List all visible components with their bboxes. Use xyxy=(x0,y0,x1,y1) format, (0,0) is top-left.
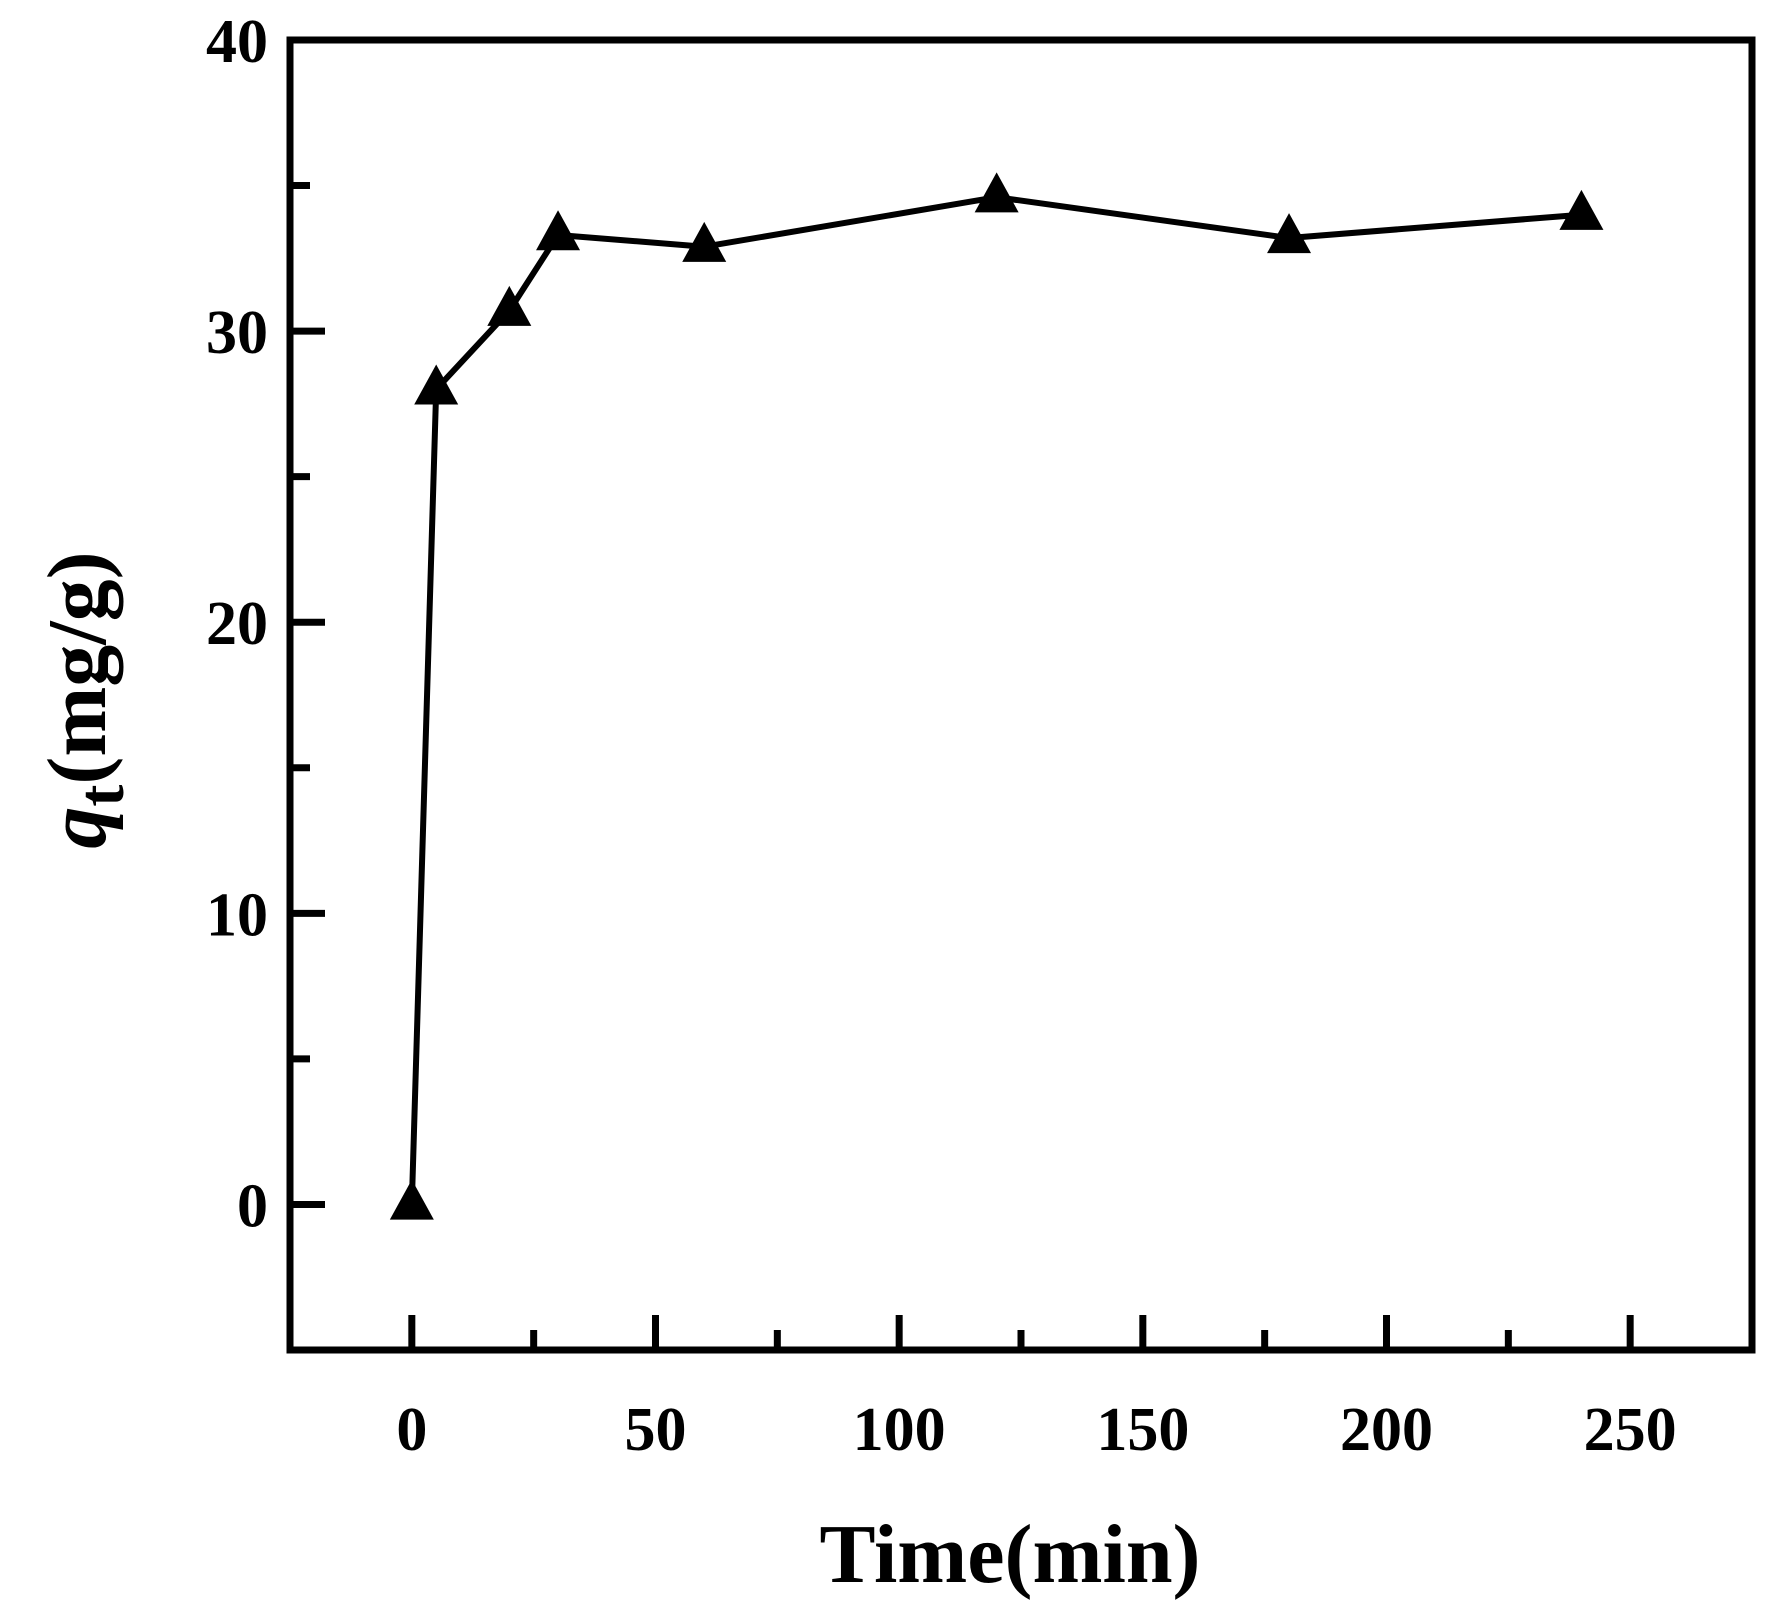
x-axis-title: Time(min) xyxy=(819,1508,1200,1601)
x-tick-label: 50 xyxy=(625,1396,687,1464)
data-point-marker xyxy=(414,364,459,405)
data-point-marker xyxy=(487,285,532,326)
y-axis-symbol: q xyxy=(31,807,124,849)
series-group xyxy=(389,172,1604,1220)
x-tick-label: 250 xyxy=(1584,1396,1677,1464)
y-tick-label: 0 xyxy=(237,1172,268,1240)
ticks-group xyxy=(290,36,1634,1350)
y-tick-label: 40 xyxy=(206,8,268,76)
y-axis-subscript: t xyxy=(65,785,138,807)
x-tick-label: 100 xyxy=(853,1396,946,1464)
tick-labels-group: 0 10 20 30 40 0 50 100 150 200 250 xyxy=(206,8,1677,1464)
data-point-marker xyxy=(1267,213,1312,254)
y-axis-unit: (mg/g) xyxy=(31,551,124,784)
data-point-marker xyxy=(536,210,581,251)
data-point-marker xyxy=(389,1179,434,1220)
data-point-marker xyxy=(1559,189,1604,230)
plot-frame-group xyxy=(286,36,1756,1354)
data-point-marker xyxy=(974,172,1019,213)
data-point-marker xyxy=(682,221,727,262)
y-axis-title: qt(mg/g) xyxy=(31,551,138,848)
series-line xyxy=(408,194,1582,1205)
y-tick-label: 20 xyxy=(206,590,268,658)
y-tick-label: 30 xyxy=(206,299,268,367)
x-tick-label: 150 xyxy=(1096,1396,1189,1464)
x-tick-label: 200 xyxy=(1340,1396,1433,1464)
y-tick-label: 10 xyxy=(206,881,268,949)
x-tick-label: 0 xyxy=(396,1396,427,1464)
plot-frame xyxy=(286,36,1756,1354)
